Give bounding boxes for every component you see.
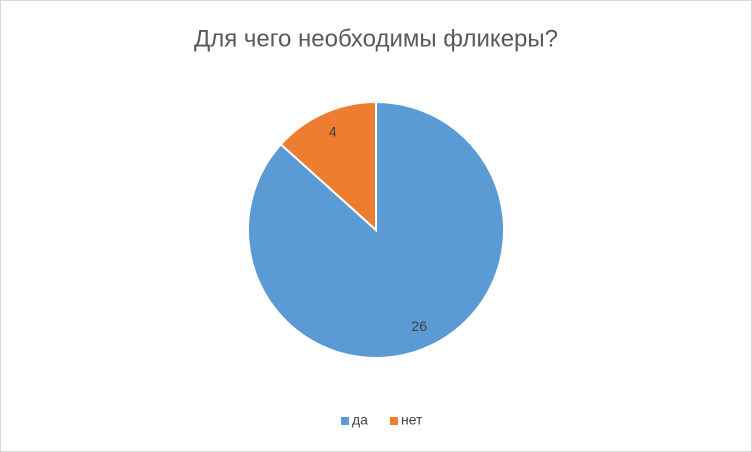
data-label: 26	[411, 318, 427, 334]
legend-label: да	[352, 412, 368, 428]
data-label: 4	[329, 124, 337, 140]
pie-slice	[279, 100, 377, 233]
chart-title: Для чего необходимы фликеры?	[194, 25, 558, 52]
legend-label: нет	[401, 412, 423, 428]
legend-swatch	[341, 417, 349, 425]
legend-swatch	[389, 417, 398, 425]
